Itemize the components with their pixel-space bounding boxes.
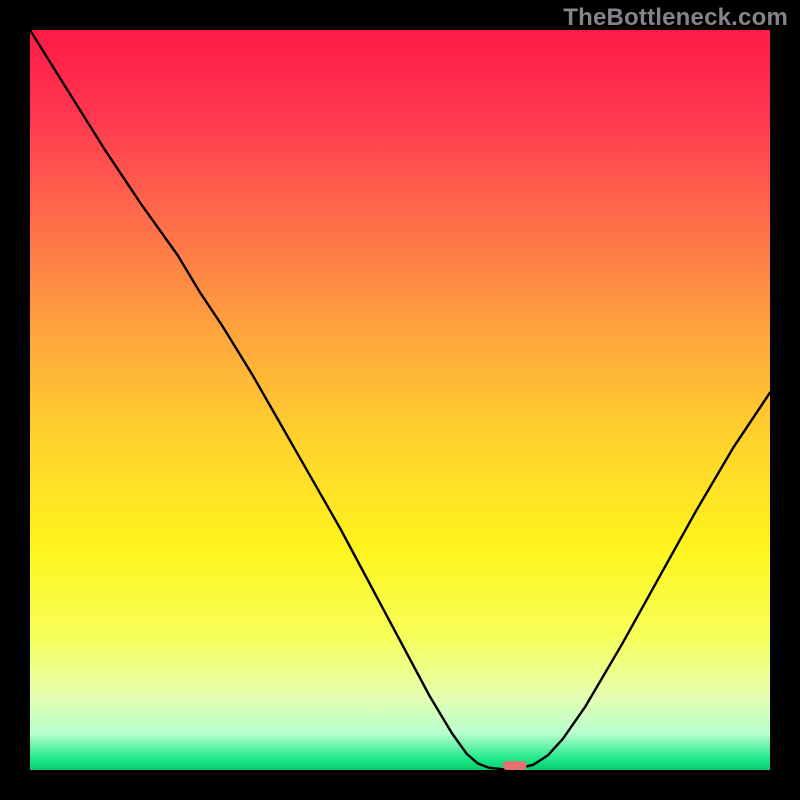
gradient-background (30, 30, 770, 770)
plot-svg (30, 30, 770, 770)
watermark-text: TheBottleneck.com (563, 4, 788, 32)
minimum-marker (503, 761, 527, 770)
chart-frame: TheBottleneck.com (0, 0, 800, 800)
plot-area (30, 30, 770, 770)
